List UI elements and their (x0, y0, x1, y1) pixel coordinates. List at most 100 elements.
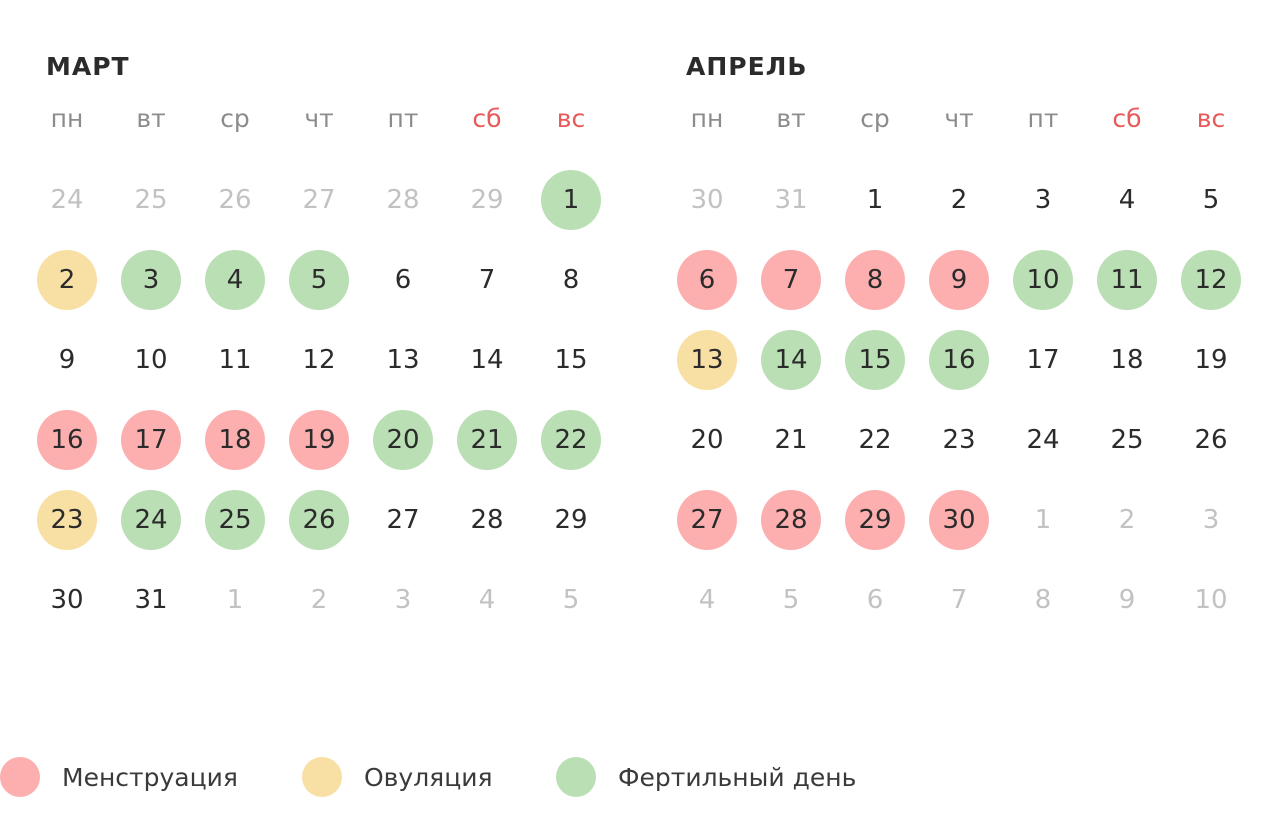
day-cell[interactable]: 8 (562, 265, 580, 295)
day-cell-other-month[interactable]: 26 (218, 185, 252, 215)
day-cell-menstruation[interactable]: 17 (121, 410, 181, 470)
day-cell[interactable]: 2 (950, 185, 968, 215)
day-cell[interactable]: 1 (866, 185, 884, 215)
day-cell-fertile[interactable]: 15 (845, 330, 905, 390)
day-cell-other-month[interactable]: 10 (1194, 585, 1228, 615)
day-cell[interactable]: 6 (394, 265, 412, 295)
weekday-header: сб (1112, 104, 1142, 133)
day-cell-fertile[interactable]: 24 (121, 490, 181, 550)
day-cell[interactable]: 18 (1110, 345, 1144, 375)
weekday-header: вс (556, 104, 586, 133)
day-cell-other-month[interactable]: 5 (782, 585, 800, 615)
day-cell[interactable]: 28 (470, 505, 504, 535)
day-cell-other-month[interactable]: 1 (1034, 505, 1052, 535)
day-cell[interactable]: 15 (554, 345, 588, 375)
month-title: МАРТ (46, 52, 130, 81)
day-cell-other-month[interactable]: 7 (950, 585, 968, 615)
day-cell-other-month[interactable]: 3 (1202, 505, 1220, 535)
legend-item-ovulation: Овуляция (302, 756, 493, 798)
day-cell-other-month[interactable]: 30 (690, 185, 724, 215)
day-cell[interactable]: 17 (1026, 345, 1060, 375)
day-cell-menstruation[interactable]: 7 (761, 250, 821, 310)
day-cell[interactable]: 9 (58, 345, 76, 375)
day-cell[interactable]: 10 (134, 345, 168, 375)
day-cell-fertile[interactable]: 20 (373, 410, 433, 470)
day-cell-fertile[interactable]: 10 (1013, 250, 1073, 310)
day-cell-fertile[interactable]: 3 (121, 250, 181, 310)
weekday-header: вс (1196, 104, 1226, 133)
day-cell[interactable]: 12 (302, 345, 336, 375)
day-cell[interactable]: 19 (1194, 345, 1228, 375)
day-cell-menstruation[interactable]: 8 (845, 250, 905, 310)
menstruation-dot-icon (0, 757, 40, 797)
day-cell-fertile[interactable]: 14 (761, 330, 821, 390)
day-cell[interactable]: 4 (1118, 185, 1136, 215)
day-cell-menstruation[interactable]: 18 (205, 410, 265, 470)
day-cell-other-month[interactable]: 3 (394, 585, 412, 615)
day-cell-menstruation[interactable]: 9 (929, 250, 989, 310)
day-cell[interactable]: 11 (218, 345, 252, 375)
day-cell-other-month[interactable]: 4 (698, 585, 716, 615)
day-cell-other-month[interactable]: 8 (1034, 585, 1052, 615)
day-cell[interactable]: 25 (1110, 425, 1144, 455)
day-cell-fertile[interactable]: 22 (541, 410, 601, 470)
day-cell-other-month[interactable]: 24 (50, 185, 84, 215)
day-cell-menstruation[interactable]: 19 (289, 410, 349, 470)
legend-label: Овуляция (364, 762, 493, 792)
day-cell-fertile[interactable]: 16 (929, 330, 989, 390)
day-cell-other-month[interactable]: 27 (302, 185, 336, 215)
day-cell-other-month[interactable]: 6 (866, 585, 884, 615)
day-cell-other-month[interactable]: 5 (562, 585, 580, 615)
day-cell[interactable]: 27 (386, 505, 420, 535)
day-cell-other-month[interactable]: 2 (310, 585, 328, 615)
day-cell[interactable]: 5 (1202, 185, 1220, 215)
month-march: МАРТ пн вт ср чт пт сб вс 24 25 26 27 28 29 1 2 3 4 5 6 7 8 9 1… (37, 52, 601, 615)
day-cell-fertile[interactable]: 21 (457, 410, 517, 470)
legend-label: Фертильный день (618, 762, 857, 792)
day-cell[interactable]: 20 (690, 425, 724, 455)
day-cell-other-month[interactable]: 2 (1118, 505, 1136, 535)
day-cell[interactable]: 30 (50, 585, 84, 615)
day-cell-other-month[interactable]: 4 (478, 585, 496, 615)
day-cell-fertile[interactable]: 1 (541, 170, 601, 230)
day-cell-menstruation[interactable]: 28 (761, 490, 821, 550)
day-cell-fertile[interactable]: 25 (205, 490, 265, 550)
day-cell[interactable]: 23 (942, 425, 976, 455)
day-cell-menstruation[interactable]: 6 (677, 250, 737, 310)
day-cell[interactable]: 26 (1194, 425, 1228, 455)
day-cell-other-month[interactable]: 28 (386, 185, 420, 215)
day-cell-fertile[interactable]: 4 (205, 250, 265, 310)
weekday-header: вт (136, 104, 166, 133)
day-cell[interactable]: 7 (478, 265, 496, 295)
legend-item-menstruation: Менструация (0, 756, 238, 798)
day-cell[interactable]: 13 (386, 345, 420, 375)
day-cell-other-month[interactable]: 31 (774, 185, 808, 215)
day-cell[interactable]: 14 (470, 345, 504, 375)
day-cell-fertile[interactable]: 11 (1097, 250, 1157, 310)
day-cell-ovulation[interactable]: 2 (37, 250, 97, 310)
day-cell-other-month[interactable]: 1 (226, 585, 244, 615)
weekday-header: ср (220, 104, 250, 133)
day-cell-other-month[interactable]: 9 (1118, 585, 1136, 615)
weekday-header: ср (860, 104, 890, 133)
day-cell-other-month[interactable]: 29 (470, 185, 504, 215)
weekday-header: чт (944, 104, 974, 133)
day-cell[interactable]: 24 (1026, 425, 1060, 455)
day-cell[interactable]: 31 (134, 585, 168, 615)
day-cell-ovulation[interactable]: 13 (677, 330, 737, 390)
day-cell-fertile[interactable]: 5 (289, 250, 349, 310)
day-cell-menstruation[interactable]: 29 (845, 490, 905, 550)
day-cell-fertile[interactable]: 12 (1181, 250, 1241, 310)
day-cell-menstruation[interactable]: 16 (37, 410, 97, 470)
day-cell-other-month[interactable]: 25 (134, 185, 168, 215)
day-cell-menstruation[interactable]: 30 (929, 490, 989, 550)
day-cell[interactable]: 29 (554, 505, 588, 535)
weekday-header: вт (776, 104, 806, 133)
day-cell[interactable]: 3 (1034, 185, 1052, 215)
day-cell[interactable]: 22 (858, 425, 892, 455)
month-april: АПРЕЛЬ пн вт ср чт пт сб вс 30 31 1 2 3 4 5 6 7 8 9 10 11 12 1… (677, 52, 1241, 615)
day-cell-fertile[interactable]: 26 (289, 490, 349, 550)
day-cell-ovulation[interactable]: 23 (37, 490, 97, 550)
day-cell[interactable]: 21 (774, 425, 808, 455)
day-cell-menstruation[interactable]: 27 (677, 490, 737, 550)
